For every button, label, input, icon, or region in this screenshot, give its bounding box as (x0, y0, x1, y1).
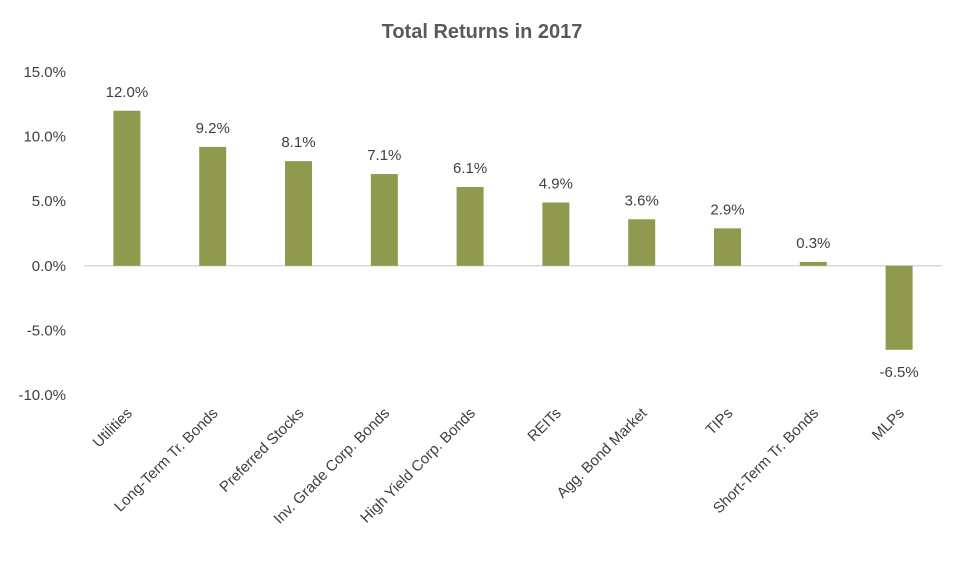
bar (628, 219, 656, 266)
y-tick-label: -10.0% (18, 387, 66, 404)
bar (885, 265, 913, 350)
x-tick-label: Utilities (90, 405, 136, 451)
data-labels-group: 12.0% 9.2% 8.1% 7.1% 6.1% 4.9% 3.6% 2.9% 0.3% -6.… (106, 84, 919, 381)
y-tick-label: 5.0% (32, 193, 66, 210)
y-tick-label: 15.0% (23, 64, 66, 81)
data-label: 0.3% (796, 235, 830, 252)
data-label: 9.2% (196, 120, 230, 137)
bar (456, 186, 484, 266)
data-label: 12.0% (106, 84, 149, 101)
bar (799, 261, 827, 266)
y-axis: 15.0% 10.0% 5.0% 0.0% -5.0% -10.0% (18, 64, 66, 404)
data-label: 3.6% (625, 192, 659, 209)
chart-title: Total Returns in 2017 (382, 21, 583, 43)
data-label: 8.1% (281, 134, 315, 151)
y-tick-label: 10.0% (23, 129, 66, 146)
bar (199, 146, 227, 266)
x-tick-label: Agg. Bond Market (554, 404, 652, 502)
x-tick-label: REITs (524, 405, 564, 445)
data-label: -6.5% (880, 364, 919, 381)
y-tick-label: -5.0% (27, 322, 66, 339)
data-label: 2.9% (710, 201, 744, 218)
x-tick-label: TIPs (702, 405, 736, 439)
data-label: 6.1% (453, 160, 487, 177)
y-tick-label: 0.0% (32, 258, 66, 275)
bar (285, 161, 312, 266)
bar (370, 174, 398, 266)
x-tick-label: MLPs (869, 405, 908, 444)
data-label: 7.1% (367, 147, 401, 164)
bar (714, 228, 741, 266)
x-tick-label: Preferred Stocks (216, 405, 307, 496)
bar (542, 202, 570, 266)
bar (113, 110, 141, 266)
data-label: 4.9% (539, 175, 573, 192)
bars-group (113, 110, 913, 350)
